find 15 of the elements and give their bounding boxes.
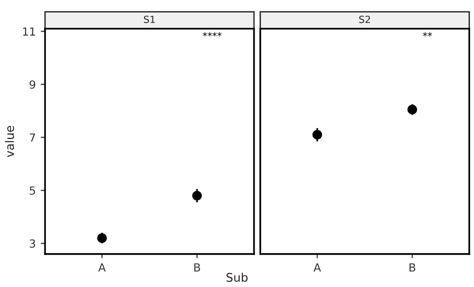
annotation: ** [422,32,432,36]
y-tick-label: 11 [23,27,35,36]
x-tick-label: B [194,263,200,272]
x-axis-title: Sub [226,272,248,282]
x-tick-label: B [410,263,416,272]
y-tick-label: 3 [30,239,36,248]
y-axis-title: value [4,126,14,158]
x-tick-label: A [314,263,321,272]
x-tick-label: A [98,263,106,272]
chart-title: S2 [359,16,370,24]
annotation: **** [202,32,222,36]
y-tick-label: 9 [30,80,36,89]
y-tick-label: 7 [30,133,36,142]
chart-title: S1 [144,16,155,24]
y-tick-label: 5 [30,186,36,195]
